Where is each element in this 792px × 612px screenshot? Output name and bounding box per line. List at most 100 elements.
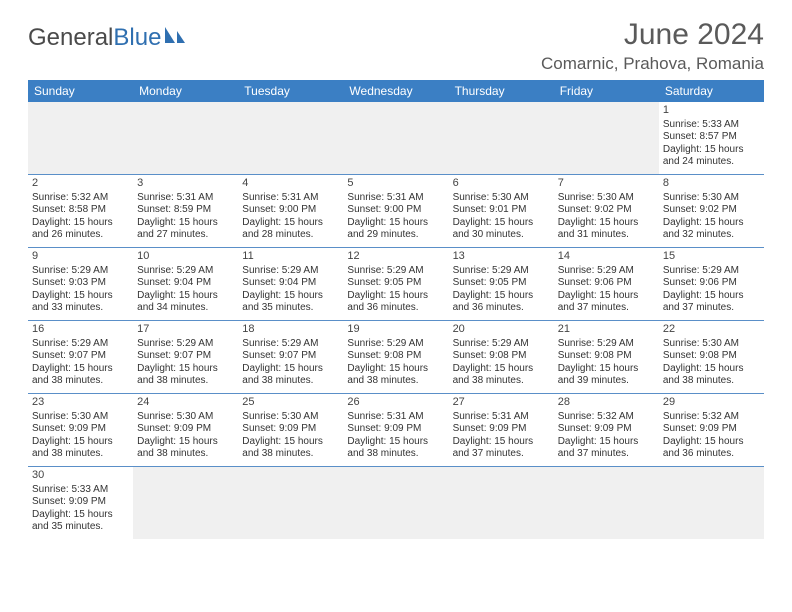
day-cell: 15Sunrise: 5:29 AMSunset: 9:06 PMDayligh… [659,248,764,320]
day-cell: 8Sunrise: 5:30 AMSunset: 9:02 PMDaylight… [659,175,764,247]
daylight-line-1: Daylight: 15 hours [663,363,760,376]
daylight-line-2: and 39 minutes. [558,375,655,388]
sunset-line: Sunset: 8:58 PM [32,204,129,217]
day-number: 20 [453,323,550,337]
daylight-line-1: Daylight: 15 hours [137,363,234,376]
sunrise-line: Sunrise: 5:29 AM [347,265,444,278]
daylight-line-1: Daylight: 15 hours [32,509,129,522]
daylight-line-2: and 37 minutes. [558,448,655,461]
sunrise-line: Sunrise: 5:33 AM [32,484,129,497]
sunrise-line: Sunrise: 5:30 AM [453,192,550,205]
day-cell: 23Sunrise: 5:30 AMSunset: 9:09 PMDayligh… [28,394,133,466]
day-number: 1 [663,104,760,118]
daylight-line-1: Daylight: 15 hours [558,290,655,303]
day-cell-blank [449,467,554,539]
daylight-line-2: and 38 minutes. [663,375,760,388]
daylight-line-2: and 38 minutes. [137,448,234,461]
day-number: 12 [347,250,444,264]
daylight-line-1: Daylight: 15 hours [242,363,339,376]
daylight-line-2: and 32 minutes. [663,229,760,242]
title-block: June 2024 Comarnic, Prahova, Romania [541,18,764,74]
sunrise-line: Sunrise: 5:30 AM [558,192,655,205]
day-cell: 6Sunrise: 5:30 AMSunset: 9:01 PMDaylight… [449,175,554,247]
day-cell-blank [28,102,133,174]
calendar: SundayMondayTuesdayWednesdayThursdayFrid… [28,80,764,539]
sunrise-line: Sunrise: 5:30 AM [32,411,129,424]
daylight-line-1: Daylight: 15 hours [242,436,339,449]
week-row: 16Sunrise: 5:29 AMSunset: 9:07 PMDayligh… [28,321,764,394]
sunrise-line: Sunrise: 5:30 AM [663,338,760,351]
daylight-line-2: and 38 minutes. [137,375,234,388]
day-cell-blank [659,467,764,539]
sunset-line: Sunset: 9:09 PM [663,423,760,436]
daylight-line-2: and 38 minutes. [347,375,444,388]
day-number: 16 [32,323,129,337]
day-cell: 5Sunrise: 5:31 AMSunset: 9:00 PMDaylight… [343,175,448,247]
day-cell: 26Sunrise: 5:31 AMSunset: 9:09 PMDayligh… [343,394,448,466]
day-cell-blank [554,467,659,539]
weeks-container: 1Sunrise: 5:33 AMSunset: 8:57 PMDaylight… [28,102,764,539]
sunrise-line: Sunrise: 5:30 AM [242,411,339,424]
day-number: 18 [242,323,339,337]
day-cell-blank [238,102,343,174]
day-cell-blank [343,467,448,539]
daylight-line-2: and 34 minutes. [137,302,234,315]
daylight-line-1: Daylight: 15 hours [32,436,129,449]
day-cell: 11Sunrise: 5:29 AMSunset: 9:04 PMDayligh… [238,248,343,320]
daylight-line-2: and 36 minutes. [663,448,760,461]
day-number: 25 [242,396,339,410]
daylight-line-2: and 35 minutes. [32,521,129,534]
daylight-line-1: Daylight: 15 hours [347,290,444,303]
daylight-line-1: Daylight: 15 hours [347,363,444,376]
day-cell: 24Sunrise: 5:30 AMSunset: 9:09 PMDayligh… [133,394,238,466]
sunset-line: Sunset: 9:07 PM [137,350,234,363]
day-cell: 30Sunrise: 5:33 AMSunset: 9:09 PMDayligh… [28,467,133,539]
weekday-header: Monday [133,80,238,102]
daylight-line-2: and 36 minutes. [453,302,550,315]
day-cell: 2Sunrise: 5:32 AMSunset: 8:58 PMDaylight… [28,175,133,247]
sunrise-line: Sunrise: 5:29 AM [32,265,129,278]
sunrise-line: Sunrise: 5:29 AM [137,338,234,351]
daylight-line-2: and 27 minutes. [137,229,234,242]
daylight-line-1: Daylight: 15 hours [453,363,550,376]
logo: GeneralBlue [28,24,189,52]
sunset-line: Sunset: 9:06 PM [558,277,655,290]
day-number: 4 [242,177,339,191]
day-number: 17 [137,323,234,337]
sunrise-line: Sunrise: 5:33 AM [663,119,760,132]
sunset-line: Sunset: 9:03 PM [32,277,129,290]
sunrise-line: Sunrise: 5:29 AM [453,265,550,278]
weekday-header: Tuesday [238,80,343,102]
sunset-line: Sunset: 9:09 PM [347,423,444,436]
sunrise-line: Sunrise: 5:30 AM [137,411,234,424]
header: GeneralBlue June 2024 Comarnic, Prahova,… [28,18,764,74]
sunset-line: Sunset: 9:09 PM [32,423,129,436]
weekday-header: Saturday [659,80,764,102]
sunset-line: Sunset: 9:05 PM [453,277,550,290]
week-row: 1Sunrise: 5:33 AMSunset: 8:57 PMDaylight… [28,102,764,175]
sunset-line: Sunset: 9:00 PM [242,204,339,217]
daylight-line-1: Daylight: 15 hours [558,363,655,376]
weekday-header: Wednesday [343,80,448,102]
day-cell: 20Sunrise: 5:29 AMSunset: 9:08 PMDayligh… [449,321,554,393]
day-number: 26 [347,396,444,410]
day-cell: 29Sunrise: 5:32 AMSunset: 9:09 PMDayligh… [659,394,764,466]
day-cell: 17Sunrise: 5:29 AMSunset: 9:07 PMDayligh… [133,321,238,393]
day-cell: 10Sunrise: 5:29 AMSunset: 9:04 PMDayligh… [133,248,238,320]
daylight-line-1: Daylight: 15 hours [137,436,234,449]
day-number: 28 [558,396,655,410]
logo-text-blue: Blue [113,24,161,52]
sunset-line: Sunset: 9:07 PM [32,350,129,363]
day-cell-blank [343,102,448,174]
day-cell: 28Sunrise: 5:32 AMSunset: 9:09 PMDayligh… [554,394,659,466]
weekday-header: Sunday [28,80,133,102]
sunrise-line: Sunrise: 5:31 AM [453,411,550,424]
daylight-line-1: Daylight: 15 hours [32,363,129,376]
sunrise-line: Sunrise: 5:29 AM [558,265,655,278]
daylight-line-2: and 37 minutes. [558,302,655,315]
day-number: 30 [32,469,129,483]
daylight-line-1: Daylight: 15 hours [242,217,339,230]
sunrise-line: Sunrise: 5:30 AM [663,192,760,205]
daylight-line-1: Daylight: 15 hours [453,217,550,230]
day-cell: 22Sunrise: 5:30 AMSunset: 9:08 PMDayligh… [659,321,764,393]
